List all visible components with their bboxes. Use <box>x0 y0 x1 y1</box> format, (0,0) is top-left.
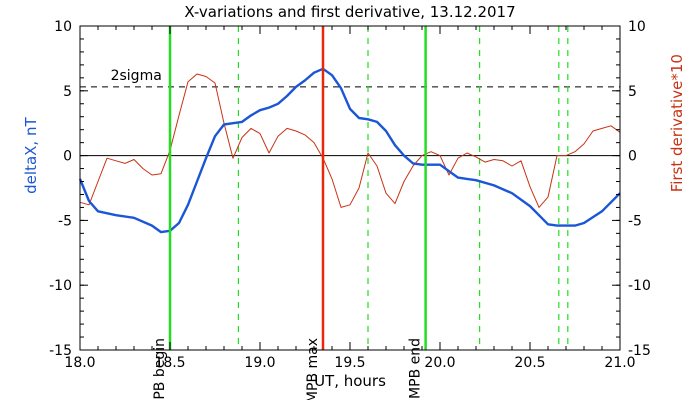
series-line-derivative <box>79 73 621 208</box>
marker-label-mpb-end: MPB end <box>408 338 424 399</box>
y-axis-label-left: deltaX, nT <box>22 117 40 194</box>
y-tick-label-right: 0 <box>628 149 637 165</box>
marker-label-mpb-begin: MPB begin <box>152 338 168 400</box>
y-tick-label-right: -5 <box>628 213 642 229</box>
x-tick-label: 18.5 <box>154 355 185 371</box>
y-tick-label-left: 10 <box>54 19 72 35</box>
y-tick-label-left: -5 <box>58 213 72 229</box>
marker-label-mpb-max: MPB max <box>305 338 321 400</box>
x-tick-label: 21.0 <box>604 355 635 371</box>
y-tick-label-left: 5 <box>63 84 72 100</box>
sigma-label: 2sigma <box>111 68 162 84</box>
y-axis-label-right: First derivative*10 <box>668 54 686 192</box>
series-line-deltaX <box>78 67 621 234</box>
x-tick-label: 19.5 <box>334 355 365 371</box>
x-axis-label: UT, hours <box>314 372 386 390</box>
y-tick-label-right: 5 <box>628 84 637 100</box>
x-tick-label: 19.0 <box>244 355 275 371</box>
y-tick-label-left: -10 <box>49 278 72 294</box>
y-tick-label-left: 0 <box>63 149 72 165</box>
plot-area: MPB begin MPB max MPB end <box>78 26 621 400</box>
y-tick-label-right: -10 <box>628 278 651 294</box>
x-tick-label: 20.0 <box>424 355 455 371</box>
y-tick-label-right: 10 <box>628 19 646 35</box>
y-tick-label-left: -15 <box>49 343 72 359</box>
axes: 18.0 18.5 19.0 19.5 20.0 20.5 21.0 10 10 5 5 0 0 -5 -5… <box>49 19 651 371</box>
x-tick-label: 18.0 <box>64 355 95 371</box>
x-tick-label: 20.5 <box>514 355 545 371</box>
chart-title: X-variations and first derivative, 13.12… <box>184 3 515 21</box>
y-tick-label-right: -15 <box>628 343 651 359</box>
